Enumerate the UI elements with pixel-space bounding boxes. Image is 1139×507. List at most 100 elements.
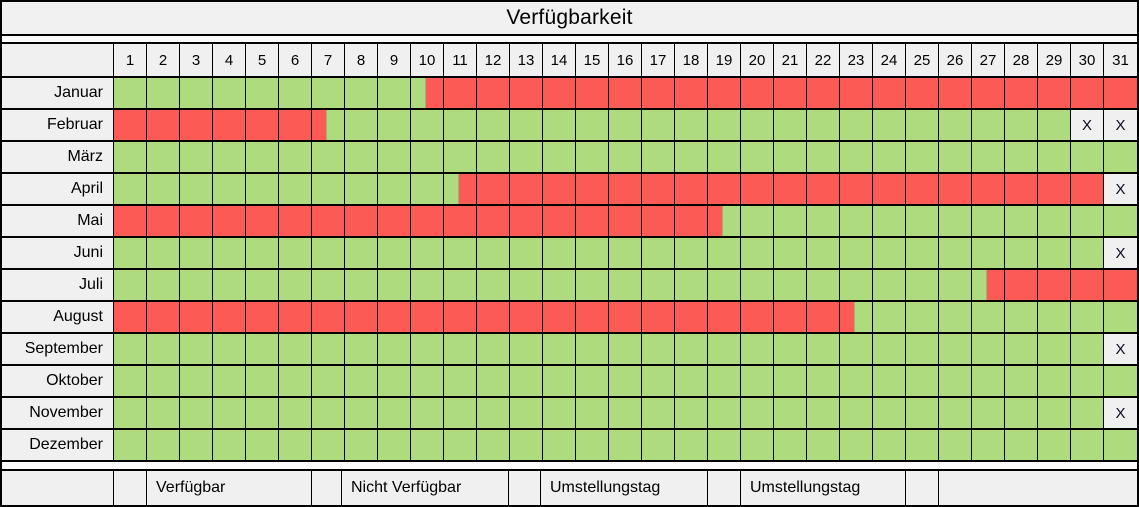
day-cell-februar-16: [609, 110, 642, 140]
day-cell-oktober-6: [279, 366, 312, 396]
day-cell-september-2: [147, 334, 180, 364]
day-cell-februar-29: [1038, 110, 1071, 140]
day-cell-juli-24: [873, 270, 906, 300]
row-label-oktober: Oktober: [2, 366, 114, 396]
day-cell-maerz-3: [180, 142, 213, 172]
day-cell-februar-2: [147, 110, 180, 140]
day-cell-juli-31: [1104, 270, 1137, 300]
day-cell-februar-26: [939, 110, 972, 140]
day-cell-mai-17: [642, 206, 675, 236]
day-cell-dezember-2: [147, 430, 180, 460]
day-cell-mai-25: [906, 206, 939, 236]
day-cell-november-4: [213, 398, 246, 428]
day-cell-september-16: [609, 334, 642, 364]
day-cell-august-3: [180, 302, 213, 332]
day-cell-mai-30: [1071, 206, 1104, 236]
day-header-3: 3: [180, 44, 213, 76]
day-cell-juli-2: [147, 270, 180, 300]
day-cell-september-3: [180, 334, 213, 364]
day-cell-juni-24: [873, 238, 906, 268]
day-header-25: 25: [906, 44, 939, 76]
legend-label-umstellungstag: Umstellungstag: [541, 471, 708, 505]
day-cell-april-19: [708, 174, 741, 204]
day-cell-mai-14: [543, 206, 576, 236]
day-cell-februar-5: [246, 110, 279, 140]
day-cell-mai-7: [312, 206, 345, 236]
day-cell-januar-18: [675, 78, 708, 108]
day-cell-oktober-25: [906, 366, 939, 396]
day-cell-april-26: [939, 174, 972, 204]
day-cell-dezember-22: [807, 430, 840, 460]
day-cell-august-16: [609, 302, 642, 332]
legend-empty-cell: [906, 471, 939, 505]
day-cell-februar-19: [708, 110, 741, 140]
day-cell-juli-5: [246, 270, 279, 300]
day-cell-juni-28: [1005, 238, 1038, 268]
day-cell-maerz-19: [708, 142, 741, 172]
day-cell-juni-12: [477, 238, 510, 268]
day-cell-mai-5: [246, 206, 279, 236]
day-cell-juni-22: [807, 238, 840, 268]
day-cell-juli-19: [708, 270, 741, 300]
day-cell-juni-19: [708, 238, 741, 268]
day-cell-juli-21: [774, 270, 807, 300]
day-header-21: 21: [774, 44, 807, 76]
day-cell-juli-13: [510, 270, 543, 300]
day-cell-november-2: [147, 398, 180, 428]
day-cell-juni-20: [741, 238, 774, 268]
day-header-1: 1: [114, 44, 147, 76]
day-cell-mai-24: [873, 206, 906, 236]
day-cell-januar-12: [477, 78, 510, 108]
day-cell-april-16: [609, 174, 642, 204]
day-cell-august-15: [576, 302, 609, 332]
day-header-29: 29: [1038, 44, 1071, 76]
day-cell-februar-27: [972, 110, 1005, 140]
day-cell-januar-2: [147, 78, 180, 108]
day-cell-mai-15: [576, 206, 609, 236]
day-cell-juni-25: [906, 238, 939, 268]
day-cell-april-7: [312, 174, 345, 204]
day-cell-dezember-13: [510, 430, 543, 460]
row-label-september: September: [2, 334, 114, 364]
day-cell-august-5: [246, 302, 279, 332]
day-cell-dezember-11: [444, 430, 477, 460]
day-cell-maerz-2: [147, 142, 180, 172]
month-row-februar: Februar X X: [2, 110, 1137, 142]
legend-swatch-umstellungstag-na: [708, 471, 741, 505]
page-title: Verfügbarkeit: [506, 6, 633, 29]
day-cell-maerz-5: [246, 142, 279, 172]
day-cell-dezember-28: [1005, 430, 1038, 460]
day-cell-april-2: [147, 174, 180, 204]
day-cell-mai-3: [180, 206, 213, 236]
day-cell-oktober-20: [741, 366, 774, 396]
day-cell-juni-8: [345, 238, 378, 268]
day-cell-september-10: [411, 334, 444, 364]
day-cell-mai-19: [708, 206, 741, 236]
day-cell-maerz-4: [213, 142, 246, 172]
day-cell-februar-18: [675, 110, 708, 140]
day-cell-juli-12: [477, 270, 510, 300]
day-header-10: 10: [411, 44, 444, 76]
day-cell-juli-7: [312, 270, 345, 300]
day-cell-januar-10: [411, 78, 444, 108]
spacer-row-bottom: [2, 462, 1137, 471]
legend-empty-cell: [2, 471, 114, 505]
day-cell-juli-23: [840, 270, 873, 300]
day-cell-januar-21: [774, 78, 807, 108]
day-header-17: 17: [642, 44, 675, 76]
day-cell-oktober-7: [312, 366, 345, 396]
day-header-31: 31: [1104, 44, 1137, 76]
legend-empty-cell: [939, 471, 1137, 505]
day-cell-november-26: [939, 398, 972, 428]
day-cell-august-9: [378, 302, 411, 332]
day-cell-mai-10: [411, 206, 444, 236]
day-cell-januar-8: [345, 78, 378, 108]
month-row-november: November X: [2, 398, 1137, 430]
day-cell-august-29: [1038, 302, 1071, 332]
day-cell-juli-1: [114, 270, 147, 300]
day-header-30: 30: [1071, 44, 1104, 76]
day-cell-oktober-8: [345, 366, 378, 396]
day-cell-september-15: [576, 334, 609, 364]
day-cell-januar-9: [378, 78, 411, 108]
